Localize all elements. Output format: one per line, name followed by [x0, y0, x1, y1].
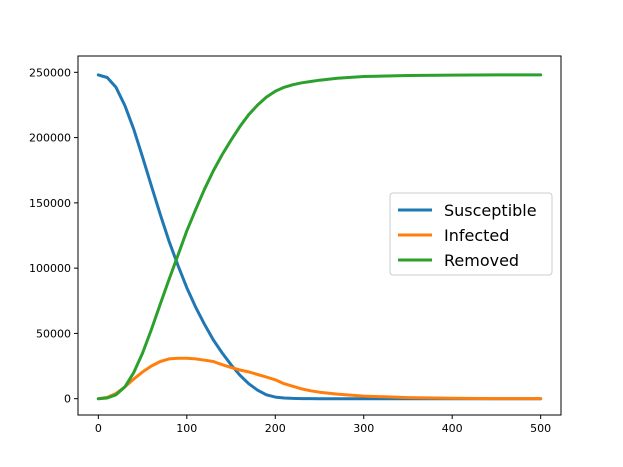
x-tick-label: 500 — [530, 422, 551, 435]
legend-label-removed: Removed — [444, 251, 519, 270]
y-tick-label: 200000 — [29, 132, 71, 145]
y-tick-label: 250000 — [29, 66, 71, 79]
y-tick-label: 150000 — [29, 197, 71, 210]
series-layer — [96, 73, 543, 401]
x-tick-label: 0 — [95, 422, 102, 435]
x-tick-label: 200 — [265, 422, 286, 435]
legend-label-infected: Infected — [444, 226, 509, 245]
x-tick-label: 300 — [353, 422, 374, 435]
legend: Susceptible Infected Removed — [389, 192, 553, 276]
series-line-susceptible — [96, 73, 543, 401]
x-tick-label: 400 — [442, 422, 463, 435]
y-tick-label: 100000 — [29, 262, 71, 275]
y-tick-label: 0 — [64, 393, 71, 406]
series-line-infected — [96, 356, 543, 401]
series-line-removed — [96, 73, 543, 401]
legend-box — [389, 192, 553, 276]
y-tick-label: 50000 — [36, 327, 71, 340]
legend-label-susceptible: Susceptible — [444, 201, 537, 220]
x-tick-label: 100 — [176, 422, 197, 435]
plot-frame — [77, 55, 562, 416]
axes-layer: 0 100 200 300 400 500 0 50000 100000 150000 200000… — [29, 55, 562, 435]
